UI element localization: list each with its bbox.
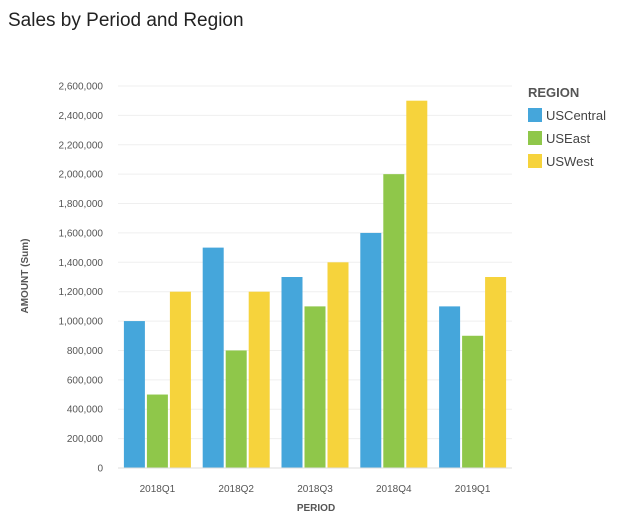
y-tick-label: 0 — [97, 464, 103, 475]
y-tick-label: 2,400,000 — [59, 111, 104, 122]
y-tick-label: 600,000 — [67, 375, 104, 386]
y-tick-label: 2,200,000 — [59, 140, 104, 151]
y-tick-label: 1,600,000 — [59, 228, 104, 239]
legend-title: REGION — [528, 85, 579, 100]
y-tick-label: 400,000 — [67, 405, 104, 416]
bar-uswest-2018q2 — [248, 291, 270, 468]
x-axis-title: PERIOD — [297, 503, 335, 514]
y-tick-label: 1,800,000 — [59, 199, 104, 210]
bar-uscentral-2018q1 — [123, 321, 145, 468]
x-tick-label: 2018Q3 — [297, 484, 333, 495]
x-tick-label: 2018Q4 — [376, 484, 412, 495]
y-tick-label: 1,400,000 — [59, 258, 104, 269]
bar-useast-2018q1 — [146, 394, 168, 468]
bar-useast-2018q4 — [383, 174, 405, 468]
legend-label-uscentral: USCentral — [546, 108, 606, 123]
y-tick-label: 200,000 — [67, 434, 104, 445]
y-tick-label: 1,200,000 — [59, 287, 104, 298]
bar-uswest-2019q1 — [485, 277, 507, 468]
bar-uswest-2018q4 — [406, 100, 428, 468]
bar-useast-2018q2 — [225, 350, 247, 468]
x-tick-label: 2018Q1 — [140, 484, 176, 495]
bar-useast-2019q1 — [462, 335, 484, 468]
x-tick-label: 2018Q2 — [218, 484, 254, 495]
x-tick-label: 2019Q1 — [455, 484, 491, 495]
bar-uswest-2018q1 — [169, 291, 191, 468]
y-axis-title: AMOUNT (Sum) — [20, 239, 31, 314]
bar-uscentral-2019q1 — [439, 306, 461, 468]
legend-swatch-uscentral — [528, 108, 542, 122]
y-tick-label: 2,000,000 — [59, 170, 104, 181]
y-tick-label: 2,600,000 — [59, 82, 104, 93]
bar-uscentral-2018q4 — [360, 232, 382, 468]
bar-uscentral-2018q2 — [202, 247, 224, 468]
legend-swatch-useast — [528, 131, 542, 145]
legend: REGION USCentral USEast USWest — [528, 85, 606, 169]
chart-title: Sales by Period and Region — [8, 10, 244, 31]
legend-label-uswest: USWest — [546, 154, 594, 169]
legend-label-useast: USEast — [546, 131, 590, 146]
y-tick-label: 1,000,000 — [59, 317, 104, 328]
bar-uscentral-2018q3 — [281, 277, 303, 468]
y-tick-label: 800,000 — [67, 346, 104, 357]
y-axis-ticks: 0 200,000 400,000 600,000 800,000 1,000,000 1,… — [59, 82, 104, 475]
x-axis-ticks: 2018Q1 2018Q2 2018Q3 2018Q4 2019Q1 — [140, 484, 491, 495]
bars — [123, 100, 507, 468]
legend-swatch-uswest — [528, 154, 542, 168]
bar-uswest-2018q3 — [327, 262, 349, 468]
bar-useast-2018q3 — [304, 306, 326, 468]
